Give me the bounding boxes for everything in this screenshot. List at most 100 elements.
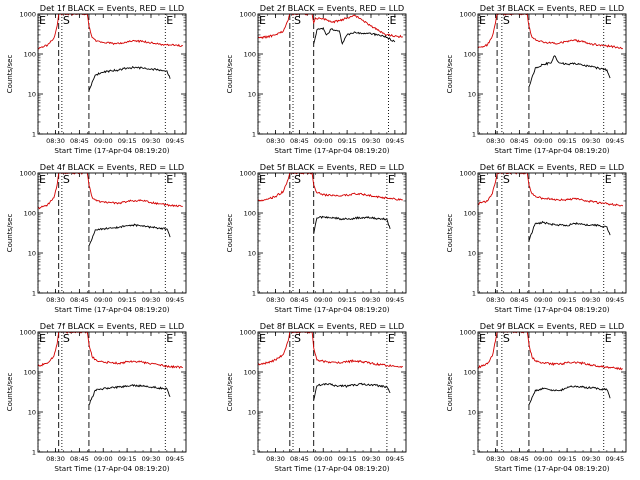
y-tick-label: 1000 — [459, 170, 476, 178]
x-tick-label: 09:45 — [165, 137, 184, 145]
marker-label-E: E — [166, 173, 173, 186]
x-tick-label: 08:45 — [290, 296, 309, 304]
marker-label-E: E — [479, 173, 486, 186]
x-tick-label: 08:45 — [510, 296, 529, 304]
marker-label-S: S — [63, 173, 70, 186]
detector-panel-4f: Det 4f BLACK = Events, RED = LLD Counts/s… — [6, 162, 187, 314]
y-tick-label: 1000 — [239, 170, 256, 178]
plot-frame — [37, 13, 187, 135]
marker-label-E: E — [605, 332, 612, 345]
series-line-lld — [477, 13, 624, 50]
x-tick-label: 08:30 — [486, 455, 505, 463]
y-tick-label: 1 — [252, 449, 256, 457]
y-axis-label: Counts/sec — [226, 55, 234, 94]
panel-title: Det 8f BLACK = Events, RED = LLD — [260, 321, 404, 331]
plot-frame — [477, 13, 627, 135]
x-tick-label: 09:15 — [118, 296, 137, 304]
marker-label-S: S — [63, 332, 70, 345]
x-tick-label: 08:45 — [290, 455, 309, 463]
y-tick-label: 1000 — [459, 11, 476, 19]
x-tick-label: 09:15 — [118, 455, 137, 463]
x-tick-label: 08:30 — [46, 455, 65, 463]
y-tick-label: 1000 — [19, 170, 36, 178]
y-tick-label: 1 — [472, 131, 476, 139]
series-line-lld — [477, 331, 623, 371]
marker-label-E: E — [389, 14, 396, 27]
y-tick-label: 1000 — [19, 11, 36, 19]
y-axis-label: Counts/sec — [6, 214, 14, 253]
marker-label-E: E — [259, 14, 266, 27]
marker-label-E: E — [605, 14, 612, 27]
y-axis-label: Counts/sec — [6, 55, 14, 94]
series-line-lld — [477, 172, 624, 207]
x-tick-label: 09:45 — [385, 455, 404, 463]
y-tick-label: 10 — [468, 91, 476, 99]
x-tick-label: 08:45 — [70, 455, 89, 463]
series-line-events — [88, 223, 171, 247]
series-line-events — [528, 55, 611, 88]
y-tick-label: 100 — [24, 369, 36, 377]
y-tick-label: 1 — [252, 290, 256, 298]
y-tick-label: 1 — [32, 290, 36, 298]
detector-panel-9f: Det 9f BLACK = Events, RED = LLD Counts/s… — [446, 321, 627, 473]
x-tick-label: 08:45 — [70, 137, 89, 145]
series-line-lld — [257, 171, 403, 202]
y-tick-label: 1000 — [19, 329, 36, 337]
y-tick-label: 100 — [244, 369, 256, 377]
y-tick-label: 1 — [472, 449, 476, 457]
y-tick-label: 100 — [24, 210, 36, 218]
x-tick-label: 09:30 — [142, 296, 161, 304]
x-tick-label: 09:30 — [582, 455, 601, 463]
x-axis-label: Start Time (17-Apr-04 08:19:20) — [494, 305, 609, 314]
y-tick-label: 1 — [32, 131, 36, 139]
y-tick-label: 10 — [28, 250, 36, 258]
detector-panel-5f: Det 5f BLACK = Events, RED = LLD Counts/s… — [226, 162, 407, 314]
detector-panel-2f: Det 2f BLACK = Events, RED = LLD Counts/s… — [226, 3, 407, 155]
x-tick-label: 09:00 — [534, 455, 553, 463]
marker-label-S: S — [294, 332, 301, 345]
marker-label-S: S — [63, 14, 70, 27]
series-line-lld — [37, 172, 183, 210]
y-tick-label: 10 — [28, 409, 36, 417]
y-tick-label: 1000 — [459, 329, 476, 337]
x-tick-label: 08:30 — [266, 137, 285, 145]
x-tick-label: 08:30 — [266, 296, 285, 304]
x-tick-label: 09:45 — [605, 137, 624, 145]
detector-panel-1f: Det 1f BLACK = Events, RED = LLD Counts/s… — [6, 3, 187, 155]
x-tick-label: 09:15 — [558, 137, 577, 145]
x-axis-label: Start Time (17-Apr-04 08:19:20) — [274, 464, 389, 473]
x-tick-label: 09:45 — [385, 296, 404, 304]
marker-label-E: E — [39, 173, 46, 186]
y-tick-label: 10 — [28, 91, 36, 99]
marker-label-E: E — [388, 332, 395, 345]
plot-frame — [477, 331, 627, 453]
x-tick-label: 08:30 — [266, 455, 285, 463]
y-tick-label: 1 — [252, 131, 256, 139]
plot-frame — [37, 172, 187, 294]
x-tick-label: 09:00 — [534, 296, 553, 304]
plot-frame — [37, 331, 187, 453]
x-tick-label: 09:15 — [118, 137, 137, 145]
detector-panel-3f: Det 3f BLACK = Events, RED = LLD Counts/s… — [446, 3, 627, 155]
x-axis-label: Start Time (17-Apr-04 08:19:20) — [54, 464, 169, 473]
x-tick-label: 09:15 — [338, 455, 357, 463]
x-axis-label: Start Time (17-Apr-04 08:19:20) — [274, 305, 389, 314]
y-tick-label: 100 — [244, 210, 256, 218]
x-tick-label: 09:15 — [338, 137, 357, 145]
plot-frame — [257, 13, 407, 135]
x-tick-label: 09:00 — [94, 296, 113, 304]
x-tick-label: 09:00 — [314, 296, 333, 304]
panel-title: Det 5f BLACK = Events, RED = LLD — [260, 162, 404, 172]
x-tick-label: 09:30 — [142, 455, 161, 463]
detector-panel-7f: Det 7f BLACK = Events, RED = LLD Counts/s… — [6, 321, 187, 473]
x-tick-label: 08:45 — [290, 137, 309, 145]
detector-panel-8f: Det 8f BLACK = Events, RED = LLD Counts/s… — [226, 321, 407, 473]
panel-title: Det 7f BLACK = Events, RED = LLD — [40, 321, 184, 331]
marker-label-S: S — [294, 173, 301, 186]
x-tick-label: 09:00 — [94, 455, 113, 463]
marker-label-S: S — [503, 173, 510, 186]
x-tick-label: 08:45 — [510, 455, 529, 463]
panel-title: Det 6f BLACK = Events, RED = LLD — [480, 162, 624, 172]
y-axis-label: Counts/sec — [6, 373, 14, 412]
